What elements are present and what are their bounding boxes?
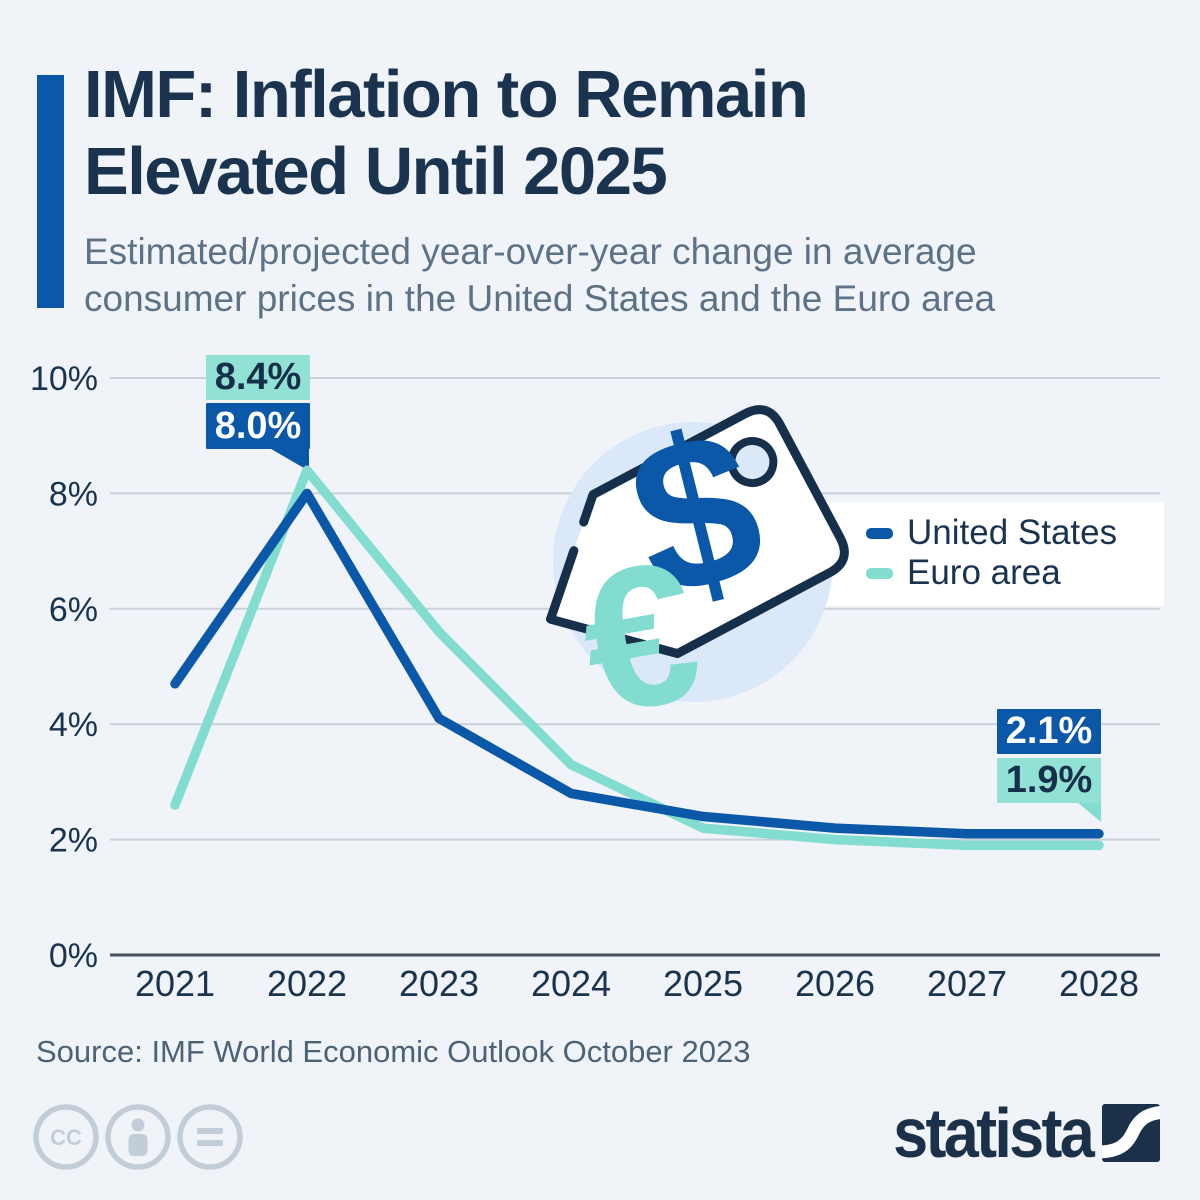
page-title: IMF: Inflation to Remain Elevated Until … xyxy=(84,56,1084,210)
source-note: Source: IMF World Economic Outlook Octob… xyxy=(36,1034,751,1069)
chart-legend: United States Euro area xyxy=(820,502,1164,606)
title-line-1: IMF: Inflation to Remain xyxy=(84,57,809,132)
subtitle-line-2: consumer prices in the United States and… xyxy=(84,278,996,319)
legend-label-united-states: United States xyxy=(907,513,1118,552)
title-accent-bar xyxy=(37,75,64,308)
x-tick-label-2028: 2028 xyxy=(1059,963,1139,1004)
y-tick-label: 6% xyxy=(49,591,98,629)
legend-item-united-states: United States xyxy=(866,513,1117,553)
title-line-2: Elevated Until 2025 xyxy=(84,134,668,209)
x-tick-label-2027: 2027 xyxy=(927,963,1007,1004)
y-tick-label: 0% xyxy=(49,937,98,975)
dollar-icon: $ xyxy=(609,381,783,644)
united-states-line-swatch xyxy=(866,527,893,539)
cc-icon xyxy=(33,1104,99,1170)
legend-label-euro-area: Euro area xyxy=(907,553,1061,592)
x-tick-label-2025: 2025 xyxy=(663,963,743,1004)
attribution-icon xyxy=(105,1104,171,1170)
legend-item-euro-area: Euro area xyxy=(866,553,1061,593)
y-tick-label: 10% xyxy=(30,360,98,398)
tag-hole xyxy=(727,437,778,488)
attribution-person-glyph xyxy=(128,1118,148,1156)
euro-icon: € xyxy=(566,518,714,757)
x-tick-label-2024: 2024 xyxy=(531,963,611,1004)
license-icons: CC xyxy=(33,1104,243,1170)
cc-glyph: CC xyxy=(50,1125,82,1150)
callout-united-states-end: 2.1% xyxy=(997,709,1101,754)
statista-logo-icon xyxy=(1102,1104,1160,1162)
x-tick-label-2026: 2026 xyxy=(795,963,875,1004)
y-tick-label: 8% xyxy=(49,475,98,513)
page-subtitle: Estimated/projected year-over-year chang… xyxy=(84,228,1164,322)
y-tick-label: 4% xyxy=(49,706,98,744)
statista-wordmark: statista xyxy=(893,1094,1095,1172)
no-derivatives-equals-glyph xyxy=(197,1128,223,1146)
no-derivatives-icon xyxy=(177,1104,243,1170)
illustration-background-circle xyxy=(553,422,833,702)
callout-tail-us-peak xyxy=(266,446,309,471)
callout-united-states-peak: 8.0% xyxy=(206,403,310,449)
x-tick-label-2022: 2022 xyxy=(267,963,347,1004)
y-tick-label: 2% xyxy=(49,822,98,860)
subtitle-line-1: Estimated/projected year-over-year chang… xyxy=(84,231,977,272)
callout-tail-euro-end xyxy=(1077,802,1101,822)
price-tag-icon xyxy=(545,405,849,659)
x-tick-label-2023: 2023 xyxy=(399,963,479,1004)
euro-area-line-swatch xyxy=(866,567,893,579)
x-tick-label-2021: 2021 xyxy=(135,963,215,1004)
callout-euro-area-peak: 8.4% xyxy=(206,355,310,400)
callout-euro-area-end: 1.9% xyxy=(997,758,1101,803)
